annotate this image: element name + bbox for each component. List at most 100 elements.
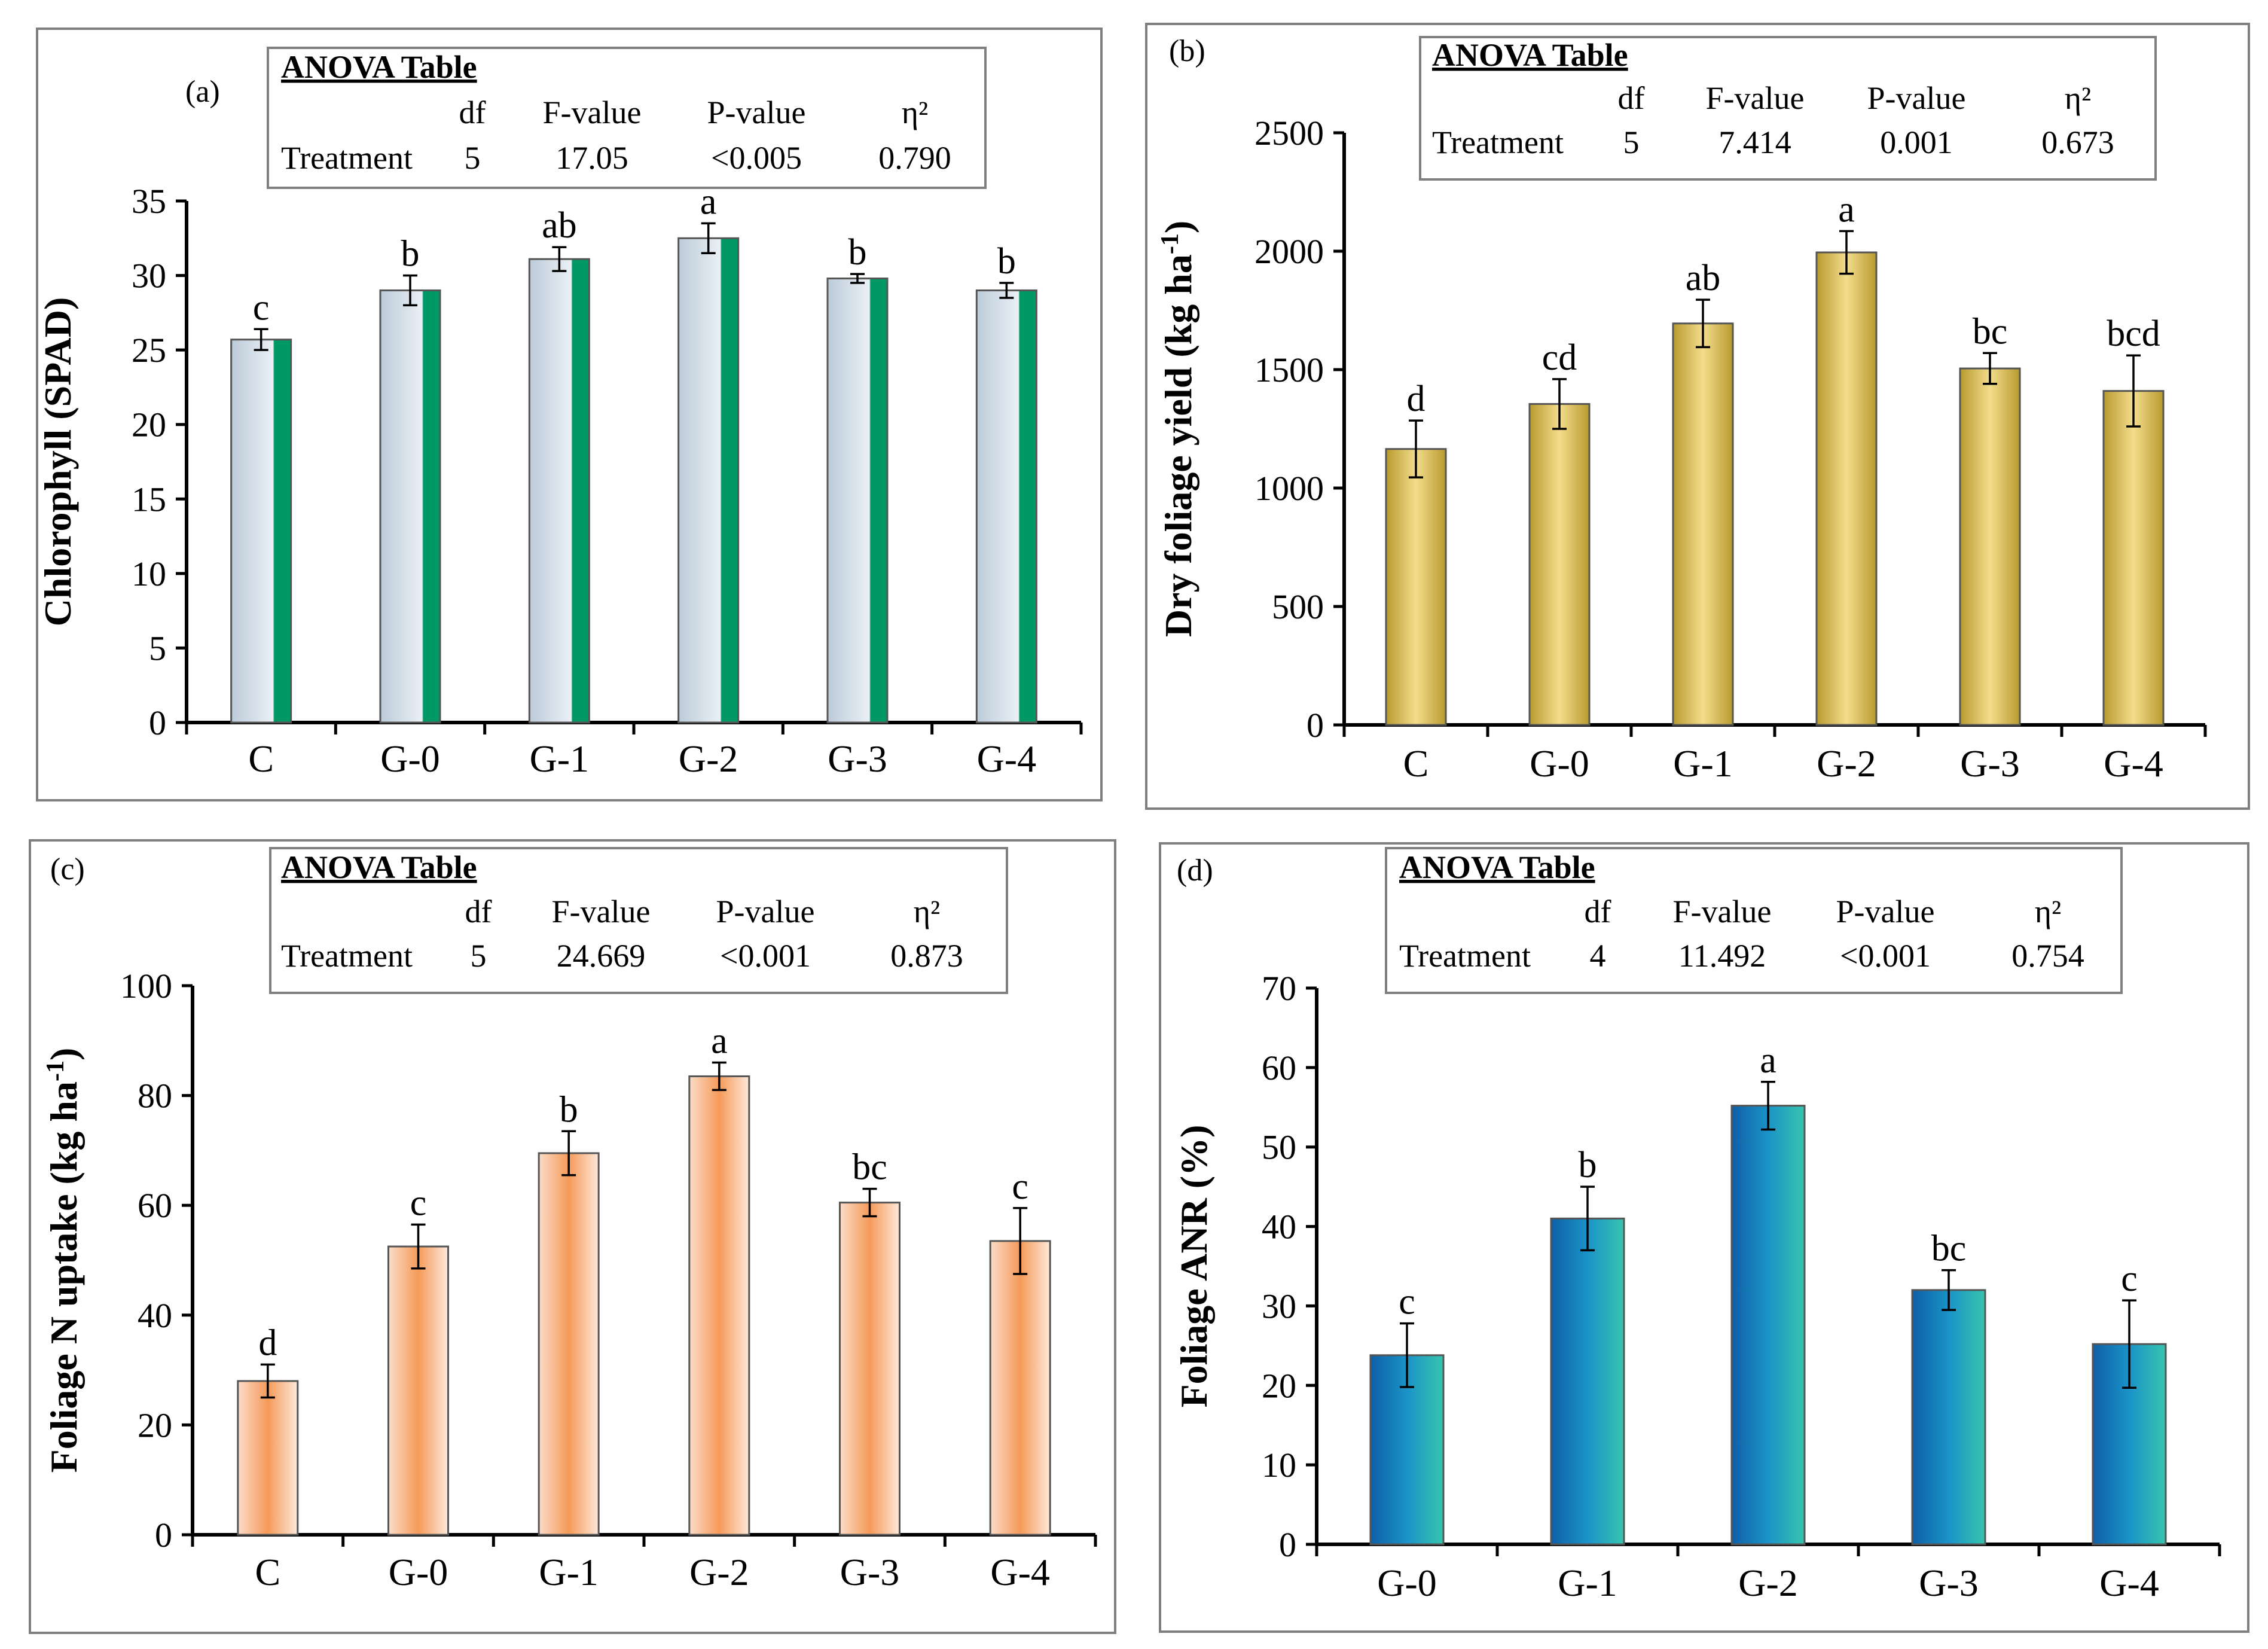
anova-header: P-value — [1836, 894, 1935, 929]
y-axis-title: Foliage ANR (%) — [1173, 1125, 1215, 1408]
bar-G-2 — [688, 1075, 750, 1536]
y-tick-label: 40 — [1262, 1208, 1296, 1246]
x-tick-label: G-3 — [828, 737, 887, 780]
bar-G-3 — [839, 1202, 901, 1536]
anova-value: 0.790 — [878, 140, 951, 176]
anova-value: 24.669 — [557, 938, 646, 974]
y-axis-title: Dry foliage yield (kg ha-1) — [1156, 221, 1199, 637]
anova-header: df — [1618, 80, 1645, 116]
y-tick-label: 30 — [132, 257, 166, 295]
anova-value: 7.414 — [1718, 124, 1791, 160]
panel-label: (b) — [1169, 34, 1205, 68]
bar-G-2 — [677, 237, 740, 724]
x-tick-label: G-4 — [977, 737, 1037, 780]
anova-value: 0.673 — [2041, 124, 2114, 160]
anova-header: F-value — [543, 95, 642, 130]
anova-header: df — [459, 95, 486, 130]
anova-value: 4 — [1590, 938, 1606, 974]
significance-letter: a — [1838, 189, 1855, 230]
x-tick-label: C — [255, 1551, 280, 1593]
anova-table: ANOVA Table df F-value P-value η² Treatment 5 1… — [267, 47, 987, 189]
chart-panel-a: (a)05101520253035cCbG-0abG-1aG-2bG-3bG-4… — [36, 28, 1103, 801]
significance-letter: bc — [852, 1147, 887, 1188]
y-tick-label: 2500 — [1254, 114, 1324, 153]
significance-letter: cd — [1542, 337, 1577, 378]
x-tick-label: G-3 — [1919, 1562, 1979, 1604]
x-tick-label: G-1 — [1673, 742, 1733, 785]
significance-letter: ab — [542, 205, 577, 246]
y-tick-label: 30 — [1262, 1287, 1296, 1325]
anova-header: P-value — [716, 894, 815, 929]
significance-letter: d — [258, 1322, 277, 1363]
anova-frame — [269, 847, 1008, 994]
y-tick-label: 2000 — [1254, 232, 1324, 271]
x-tick-label: G-2 — [1817, 742, 1876, 785]
bar-G-0 — [387, 1245, 449, 1536]
y-tick-label: 1000 — [1254, 469, 1324, 508]
anova-title: ANOVA Table — [1399, 849, 1595, 885]
anova-header: F-value — [552, 894, 651, 929]
x-tick-label: G-3 — [1960, 742, 2020, 785]
x-tick-label: C — [1403, 742, 1429, 785]
significance-letter: c — [1012, 1166, 1028, 1207]
y-tick-label: 20 — [1262, 1366, 1296, 1405]
x-tick-label: G-1 — [530, 737, 590, 780]
significance-letter: c — [253, 287, 270, 328]
x-tick-label: G-1 — [539, 1551, 599, 1593]
y-tick-label: 35 — [132, 182, 166, 221]
significance-letter: bc — [1931, 1229, 1967, 1269]
bar-G-1 — [1672, 322, 1734, 726]
significance-letter: a — [1760, 1040, 1776, 1081]
y-tick-label: 10 — [132, 554, 166, 593]
significance-letter: b — [997, 241, 1016, 282]
x-tick-label: G-0 — [380, 737, 440, 780]
anova-header: η² — [2035, 894, 2061, 929]
anova-header: df — [1585, 894, 1611, 929]
bar-C — [1385, 448, 1447, 726]
bar-G-1 — [1550, 1217, 1625, 1546]
significance-letter: bc — [1973, 311, 2008, 352]
y-tick-label: 70 — [1262, 969, 1296, 1008]
anova-value: 17.05 — [555, 140, 628, 176]
x-tick-label: G-4 — [2099, 1562, 2159, 1604]
y-tick-label: 0 — [155, 1516, 172, 1554]
significance-letter: c — [410, 1182, 427, 1223]
bar-G-3 — [1959, 367, 2021, 726]
anova-row-label: Treatment — [281, 140, 413, 176]
anova-table: ANOVA Table df F-value P-value η² Treatment 5 7… — [1419, 36, 2157, 181]
chart-panel-d: (d) 0 10 20 30 40 50 60 70 c G-0 b G-1 a G-2 bc G-3 c G-4 F… — [1159, 842, 2249, 1633]
bar-C — [237, 1380, 299, 1536]
bar-G-4 — [2102, 390, 2165, 726]
bar-G-3 — [1911, 1289, 1986, 1546]
anova-value: 11.492 — [1678, 938, 1766, 974]
anova-value: 5 — [465, 140, 481, 176]
y-tick-label: 500 — [1272, 587, 1324, 626]
anova-value: 0.001 — [1880, 124, 1953, 160]
anova-header: η² — [914, 894, 940, 929]
x-tick-label: G-1 — [1558, 1562, 1617, 1604]
bar-G-0 — [1528, 403, 1591, 726]
anova-table: ANOVA Table df F-value P-value η² Treatment 4 1… — [1385, 847, 2123, 994]
y-tick-label: 60 — [138, 1186, 172, 1225]
anova-row-label: Treatment — [1432, 124, 1564, 160]
bar-C — [230, 339, 292, 724]
chart-panel-b: (b) 0 500 1000 1500 2000 2500 d Ccd G-0 ab G-1 a G-2 b… — [1145, 23, 2250, 810]
significance-letter: b — [848, 232, 867, 273]
anova-row-label: Treatment — [1399, 938, 1531, 974]
x-tick-label: C — [248, 737, 274, 780]
anova-title: ANOVA Table — [281, 49, 477, 85]
y-tick-label: 40 — [138, 1296, 172, 1335]
anova-value: <0.005 — [711, 140, 802, 176]
panel-label: (a) — [185, 75, 220, 109]
y-tick-label: 80 — [138, 1077, 172, 1115]
x-tick-label: G-2 — [1738, 1562, 1798, 1604]
bar-G-1 — [538, 1152, 600, 1536]
significance-letter: bcd — [2107, 313, 2160, 354]
significance-letter: b — [560, 1089, 578, 1130]
bar-G-4 — [975, 289, 1037, 724]
anova-row-label: Treatment — [281, 938, 413, 974]
anova-header: η² — [2065, 80, 2091, 116]
anova-frame — [1419, 36, 2157, 181]
anova-frame — [267, 47, 987, 189]
